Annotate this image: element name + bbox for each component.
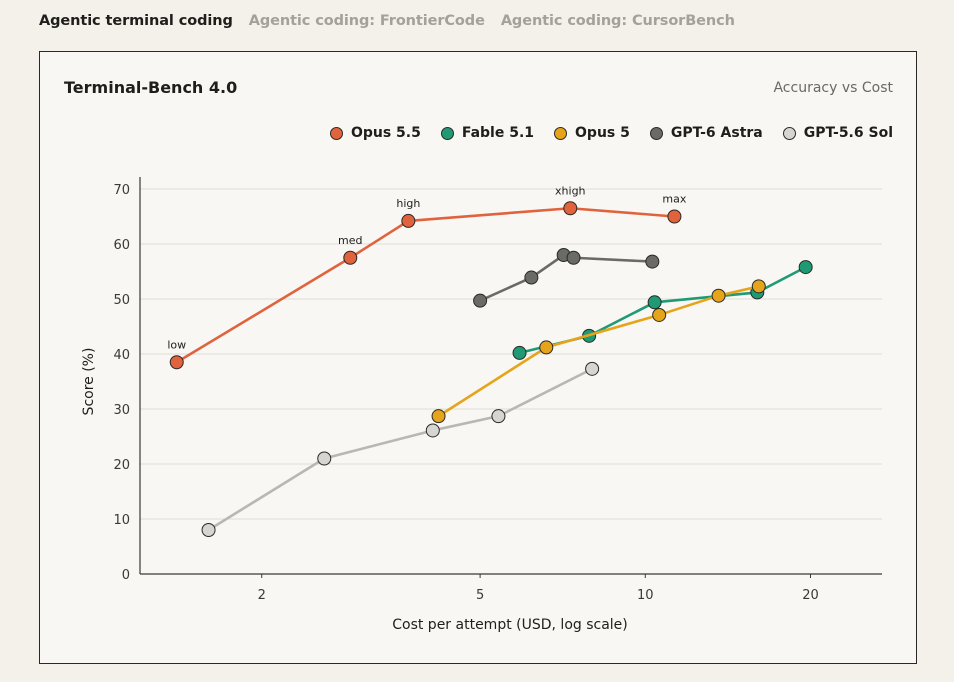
data-point bbox=[751, 279, 766, 294]
data-point bbox=[667, 209, 682, 224]
y-tick-label: 10 bbox=[113, 513, 130, 528]
y-tick-label: 20 bbox=[113, 458, 130, 473]
x-axis-label: Cost per attempt (USD, log scale) bbox=[392, 617, 628, 633]
series-line bbox=[175, 206, 676, 364]
legend-item[interactable]: Fable 5.1 bbox=[440, 125, 535, 141]
data-point bbox=[563, 201, 578, 216]
point-label: med bbox=[338, 234, 362, 247]
data-point bbox=[401, 213, 416, 228]
data-point bbox=[473, 293, 488, 308]
legend-swatch bbox=[329, 126, 343, 140]
x-tick-label: 2 bbox=[258, 588, 266, 603]
data-point bbox=[711, 288, 726, 303]
data-point bbox=[539, 340, 554, 355]
y-axis-label: Score (%) bbox=[81, 348, 97, 416]
chart-card: Terminal-Bench 4.0 Accuracy vs Cost Opus… bbox=[39, 51, 917, 664]
series-opus-5 bbox=[431, 279, 766, 424]
legend-label: Opus 5 bbox=[575, 125, 630, 141]
legend-label: Fable 5.1 bbox=[461, 125, 535, 141]
series-gpt-6-astra bbox=[473, 248, 660, 308]
legend-swatch bbox=[782, 126, 796, 140]
chart-subtitle: Accuracy vs Cost bbox=[773, 80, 893, 96]
data-point bbox=[798, 260, 813, 275]
point-label: xhigh bbox=[555, 184, 586, 197]
tab-agentic-terminal-coding[interactable]: Agentic terminal coding bbox=[39, 13, 233, 29]
y-tick-label: 0 bbox=[122, 568, 130, 583]
tab-cursorbench[interactable]: Agentic coding: CursorBench bbox=[500, 13, 735, 29]
data-point bbox=[169, 355, 184, 370]
data-point bbox=[431, 409, 446, 424]
series-line bbox=[437, 285, 761, 418]
y-tick-label: 70 bbox=[113, 183, 130, 198]
series-opus-5-5: low med high xhigh max bbox=[167, 184, 687, 370]
data-point bbox=[201, 523, 216, 537]
x-tick-label: 5 bbox=[476, 588, 484, 603]
data-point bbox=[652, 307, 667, 322]
chart-plot-area: 0 10 20 30 40 50 60 70 2 5 10 20 Cost per attempt (U… bbox=[81, 177, 882, 633]
legend-swatch bbox=[554, 126, 568, 140]
data-point bbox=[645, 254, 660, 269]
x-tick-label: 10 bbox=[637, 588, 654, 603]
legend-swatch bbox=[440, 126, 454, 140]
data-point bbox=[585, 361, 600, 376]
legend-item[interactable]: Opus 5 bbox=[554, 125, 630, 141]
legend-label: Opus 5.5 bbox=[350, 125, 421, 141]
chart-tabs: Agentic terminal coding Agentic coding: … bbox=[39, 13, 735, 29]
x-tick-label: 20 bbox=[802, 588, 819, 603]
point-label: low bbox=[167, 338, 186, 351]
legend: Opus 5.5 Fable 5.1 Opus 5 GPT-6 Astra GPT-5.… bbox=[329, 125, 893, 141]
y-tick-label: 30 bbox=[113, 403, 130, 418]
data-point bbox=[491, 409, 506, 424]
point-label: max bbox=[662, 193, 686, 206]
data-point bbox=[647, 295, 662, 310]
series-line bbox=[478, 253, 654, 302]
y-tick-label: 40 bbox=[113, 348, 130, 363]
y-tick-label: 60 bbox=[113, 238, 130, 253]
legend-swatch bbox=[649, 126, 663, 140]
data-point bbox=[512, 345, 527, 360]
data-point bbox=[524, 270, 539, 285]
series-line bbox=[207, 367, 594, 532]
data-point bbox=[425, 423, 440, 438]
chart-title: Terminal-Bench 4.0 bbox=[64, 78, 238, 97]
legend-item[interactable]: GPT-6 Astra bbox=[649, 125, 763, 141]
data-point bbox=[343, 250, 358, 265]
data-point bbox=[566, 250, 581, 265]
legend-item[interactable]: GPT-5.6 Sol bbox=[782, 125, 893, 141]
legend-label: GPT-6 Astra bbox=[670, 125, 763, 141]
legend-label: GPT-5.6 Sol bbox=[803, 125, 893, 141]
series-gpt-5-6-sol bbox=[201, 361, 600, 537]
data-point bbox=[317, 451, 332, 466]
y-tick-label: 50 bbox=[113, 293, 130, 308]
legend-item[interactable]: Opus 5.5 bbox=[329, 125, 421, 141]
tab-frontiercode[interactable]: Agentic coding: FrontierCode bbox=[248, 13, 485, 29]
point-label: high bbox=[396, 197, 420, 210]
